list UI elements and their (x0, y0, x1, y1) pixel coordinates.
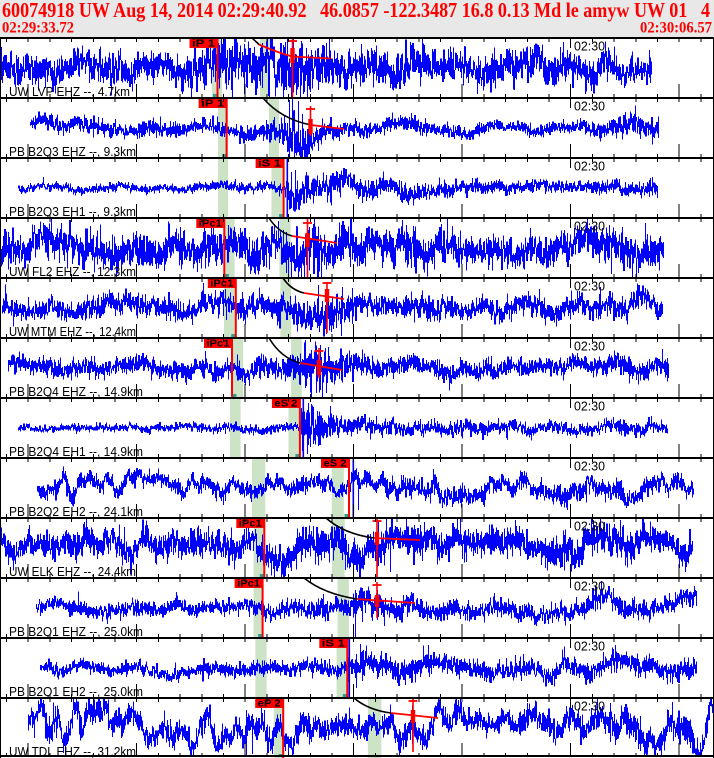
svg-text:02:30:06.57: 02:30:06.57 (640, 20, 712, 37)
svg-text:02:30: 02:30 (574, 459, 605, 474)
svg-text:eP 2: eP 2 (258, 699, 281, 710)
svg-text:iS 1: iS 1 (258, 159, 282, 170)
svg-text:iPc1: iPc1 (199, 219, 222, 230)
svg-text:PB B2Q4 EH1 --, 14.9km: PB B2Q4 EH1 --, 14.9km (9, 445, 143, 459)
svg-text:iPc1: iPc1 (210, 279, 233, 290)
svg-text:02:30: 02:30 (574, 339, 605, 354)
svg-text:02:30: 02:30 (574, 39, 605, 54)
svg-text:UW FL2 EHZ --, 12.3km: UW FL2 EHZ --, 12.3km (9, 265, 136, 279)
svg-text:iPc1: iPc1 (239, 519, 262, 530)
svg-text:PB B2Q4 EHZ --, 14.9km: PB B2Q4 EHZ --, 14.9km (9, 385, 143, 399)
svg-text:iPc1: iPc1 (207, 339, 230, 350)
svg-text:eS 2: eS 2 (274, 399, 297, 410)
svg-text:02:30: 02:30 (574, 519, 605, 534)
svg-text:02:30: 02:30 (574, 279, 605, 294)
svg-text:02:30: 02:30 (574, 639, 605, 654)
svg-text:iS 1: iS 1 (322, 639, 346, 650)
svg-text:02:30: 02:30 (574, 579, 605, 594)
svg-text:PB B2Q1 EH2 --, 25.0km: PB B2Q1 EH2 --, 25.0km (9, 685, 143, 699)
svg-text:UW ELK EHZ --, 24.4km: UW ELK EHZ --, 24.4km (9, 565, 136, 579)
svg-text:60074918 UW Aug 14, 2014 02:29: 60074918 UW Aug 14, 2014 02:29:40.92 46.… (2, 0, 710, 22)
svg-text:02:30: 02:30 (574, 399, 605, 414)
svg-text:UW MTM EHZ --, 12.4km: UW MTM EHZ --, 12.4km (9, 325, 136, 339)
svg-text:iPc1: iPc1 (237, 579, 260, 590)
svg-text:iP 1: iP 1 (201, 99, 225, 110)
svg-text:PB B2Q1 EHZ --, 25.0km: PB B2Q1 EHZ --, 25.0km (9, 625, 143, 639)
svg-text:PB B2Q3 EHZ --, 9.3km: PB B2Q3 EHZ --, 9.3km (9, 145, 136, 159)
svg-text:UW TDL EHZ --, 31.2km: UW TDL EHZ --, 31.2km (9, 745, 136, 758)
svg-text:PB B2Q3 EH1 --, 9.3km: PB B2Q3 EH1 --, 9.3km (9, 205, 136, 219)
svg-text:PB B2Q2 EH2 --, 24.1km: PB B2Q2 EH2 --, 24.1km (9, 505, 143, 519)
svg-text:iP 1: iP 1 (192, 39, 216, 50)
svg-text:UW LVP EHZ --, 4.7km: UW LVP EHZ --, 4.7km (9, 85, 130, 99)
svg-text:02:30: 02:30 (574, 219, 605, 234)
svg-text:02:29:33.72: 02:29:33.72 (2, 20, 74, 37)
svg-text:eS 2: eS 2 (324, 459, 347, 470)
svg-text:02:30: 02:30 (574, 99, 605, 114)
svg-text:02:30: 02:30 (574, 159, 605, 174)
svg-text:02:30: 02:30 (574, 699, 605, 714)
